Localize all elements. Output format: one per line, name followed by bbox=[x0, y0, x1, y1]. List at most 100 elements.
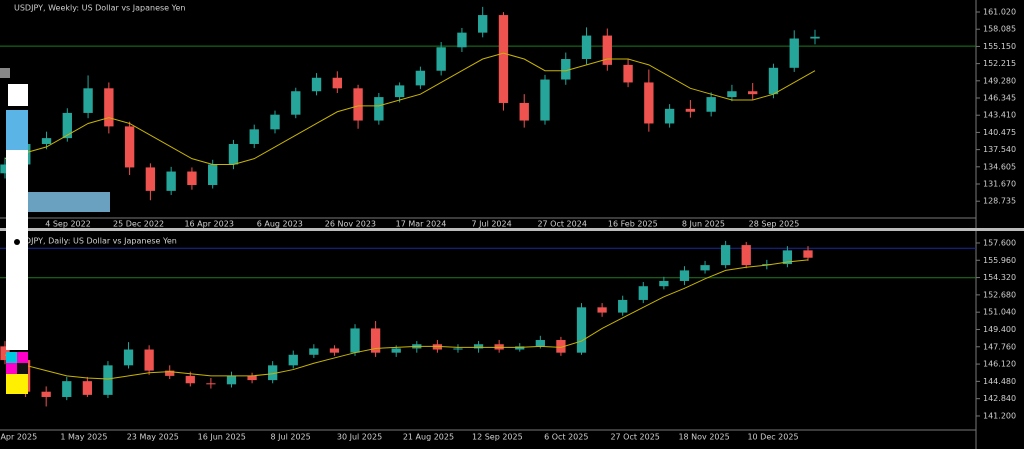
candle-body bbox=[62, 381, 72, 397]
candle-body bbox=[288, 354, 298, 366]
moving-average bbox=[4, 259, 809, 380]
candle-body bbox=[727, 91, 737, 98]
price-label: 149.280 bbox=[983, 76, 1016, 85]
time-label: 21 Aug 2025 bbox=[403, 433, 454, 442]
candle-body bbox=[498, 15, 509, 103]
candle-body bbox=[597, 307, 607, 313]
moving-average bbox=[4, 52, 816, 165]
candle-body bbox=[391, 348, 401, 353]
price-label: 151.040 bbox=[983, 308, 1016, 317]
time-label: 7 Jul 2024 bbox=[472, 220, 512, 229]
candle-body bbox=[353, 88, 363, 121]
chart-title: USDJPY, Weekly: US Dollar vs Japanese Ye… bbox=[14, 4, 185, 13]
tool-group[interactable] bbox=[6, 192, 28, 350]
candle-body bbox=[782, 250, 793, 265]
price-label: 134.605 bbox=[983, 162, 1016, 171]
candle-body bbox=[789, 38, 799, 68]
candle-body bbox=[62, 112, 72, 139]
dot-tool[interactable] bbox=[14, 239, 20, 245]
time-label: 16 Apr 2023 bbox=[184, 220, 233, 229]
time-label: 23 May 2025 bbox=[127, 433, 179, 442]
candle-body bbox=[515, 346, 525, 350]
price-label: 137.540 bbox=[983, 145, 1016, 154]
candle-body bbox=[638, 286, 648, 300]
candle-body bbox=[0, 164, 10, 174]
candle-body bbox=[104, 88, 114, 127]
candle-body bbox=[685, 108, 696, 112]
time-label: 1 May 2025 bbox=[60, 433, 107, 442]
price-label: 155.150 bbox=[983, 42, 1016, 51]
candle-body bbox=[185, 375, 195, 384]
candle-body bbox=[535, 340, 545, 347]
candle-body bbox=[329, 348, 340, 353]
candle-body bbox=[374, 97, 384, 121]
candle-body bbox=[311, 77, 322, 92]
time-label: 27 Oct 2025 bbox=[610, 433, 659, 442]
candle-body bbox=[478, 15, 488, 33]
candle-body bbox=[226, 375, 237, 385]
candle-body bbox=[415, 70, 426, 86]
candle-body bbox=[247, 375, 257, 381]
candle-body bbox=[762, 264, 772, 266]
candle-body bbox=[432, 344, 443, 350]
price-label: 142.840 bbox=[983, 394, 1016, 403]
candle-body bbox=[748, 91, 758, 95]
candle-body bbox=[82, 381, 92, 395]
candle-body bbox=[249, 129, 259, 144]
color-swatch[interactable] bbox=[17, 352, 28, 363]
candle-body bbox=[623, 64, 633, 83]
candle-body bbox=[576, 307, 587, 353]
tool-group[interactable] bbox=[6, 150, 28, 192]
candle-body bbox=[721, 245, 731, 266]
color-swatch[interactable] bbox=[17, 363, 28, 374]
color-swatch[interactable] bbox=[6, 374, 28, 394]
candle-body bbox=[0, 346, 10, 361]
toolbar-handle[interactable] bbox=[0, 68, 10, 78]
pen-tool[interactable] bbox=[8, 84, 28, 106]
candle-body bbox=[741, 245, 751, 266]
candle-body bbox=[166, 171, 176, 191]
price-label: 140.475 bbox=[983, 128, 1016, 137]
price-label: 147.760 bbox=[983, 342, 1016, 351]
price-label: 141.200 bbox=[983, 411, 1016, 420]
time-label: 6 Oct 2025 bbox=[544, 433, 588, 442]
candle-body bbox=[41, 138, 52, 144]
tool-flyout[interactable] bbox=[28, 192, 110, 212]
price-label: 143.410 bbox=[983, 111, 1016, 120]
candle-body bbox=[556, 340, 566, 353]
candle-body bbox=[208, 164, 218, 186]
candle-body bbox=[394, 85, 405, 98]
color-swatch[interactable] bbox=[6, 352, 17, 363]
price-label: 152.680 bbox=[983, 290, 1016, 299]
candle-body bbox=[103, 365, 113, 395]
price-label: 149.400 bbox=[983, 325, 1016, 334]
price-label: 152.215 bbox=[983, 59, 1016, 68]
candle-body bbox=[206, 383, 216, 385]
time-label: 8 Jul 2025 bbox=[271, 433, 311, 442]
price-label: 155.960 bbox=[983, 256, 1016, 265]
time-label: 30 Jul 2025 bbox=[337, 433, 382, 442]
candle-body bbox=[700, 265, 710, 271]
candle-body bbox=[473, 344, 484, 349]
candle-body bbox=[519, 102, 529, 121]
candle-body bbox=[706, 97, 716, 112]
candle-body bbox=[268, 365, 278, 381]
time-label: 27 Oct 2024 bbox=[537, 220, 586, 229]
time-label: 4 Sep 2022 bbox=[45, 220, 91, 229]
time-label: 28 Sep 2025 bbox=[749, 220, 800, 229]
time-label: 8 Jun 2025 bbox=[682, 220, 725, 229]
candle-body bbox=[228, 143, 239, 165]
drawing-toolbar[interactable] bbox=[0, 68, 110, 394]
time-label: 6 Aug 2023 bbox=[257, 220, 303, 229]
candle-body bbox=[679, 270, 690, 281]
candle-body bbox=[494, 344, 504, 350]
color-swatch[interactable] bbox=[6, 363, 17, 374]
time-label: 25 Dec 2022 bbox=[113, 220, 164, 229]
chart-title: USDJPY, Daily: US Dollar vs Japanese Yen bbox=[14, 237, 177, 246]
candle-body bbox=[350, 328, 360, 353]
time-label: 10 Dec 2025 bbox=[747, 433, 798, 442]
price-label: 128.735 bbox=[983, 197, 1016, 206]
candle-body bbox=[581, 35, 592, 60]
candle-body bbox=[659, 280, 669, 287]
